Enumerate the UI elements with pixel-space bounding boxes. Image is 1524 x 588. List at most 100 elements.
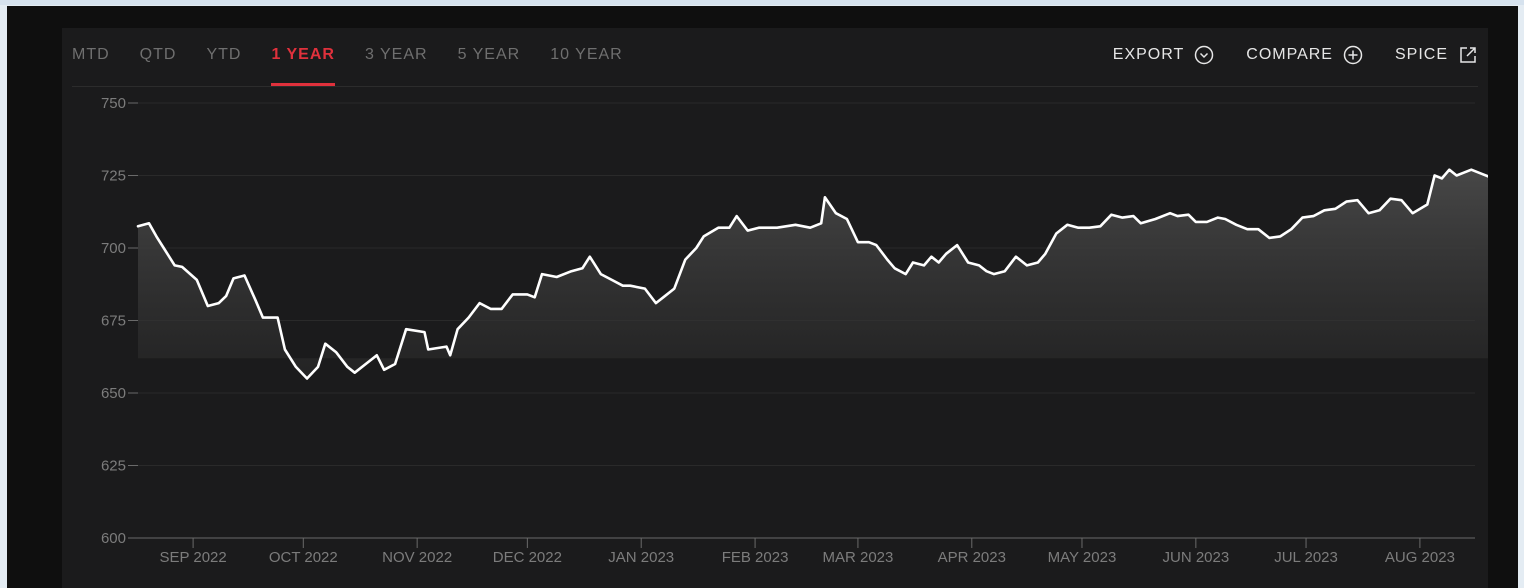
data-point	[893, 266, 897, 270]
data-point	[643, 287, 647, 291]
data-point	[540, 272, 544, 276]
data-point	[375, 353, 379, 357]
data-point	[1025, 263, 1029, 267]
data-point	[180, 265, 184, 269]
top-strip	[0, 0, 1524, 5]
data-point	[367, 359, 371, 363]
data-point	[1356, 198, 1360, 202]
data-point	[276, 316, 280, 320]
data-point	[628, 284, 632, 288]
data-point	[1433, 174, 1437, 178]
data-point	[1043, 252, 1047, 256]
data-point	[1216, 216, 1220, 220]
data-point	[694, 246, 698, 250]
tab-10-year[interactable]: 10 YEAR	[550, 46, 623, 63]
data-point	[610, 278, 614, 282]
data-point	[1245, 227, 1249, 231]
data-point	[867, 240, 871, 244]
chevron-down-circle-icon	[1194, 45, 1214, 65]
export-button[interactable]: EXPORT	[1113, 45, 1215, 65]
spice-link[interactable]: SPICE	[1395, 45, 1478, 65]
data-point	[555, 275, 559, 279]
data-point	[404, 327, 408, 331]
data-point	[1014, 255, 1018, 259]
export-label: EXPORT	[1112, 46, 1185, 63]
area-layer	[138, 169, 1488, 379]
data-point	[1139, 221, 1143, 225]
data-point	[1378, 208, 1382, 212]
data-point	[1176, 214, 1180, 218]
data-point	[1131, 214, 1135, 218]
data-point	[580, 266, 584, 270]
data-point	[661, 295, 665, 299]
data-point	[885, 258, 889, 262]
data-point	[1120, 216, 1124, 220]
data-point	[345, 365, 349, 369]
x-tick-label: JUN 2023	[1162, 549, 1229, 566]
data-point	[922, 263, 926, 267]
data-point	[1036, 261, 1040, 265]
x-tick-label: JAN 2023	[608, 549, 674, 566]
spice-label: SPICE	[1394, 46, 1448, 63]
x-tick-label: AUG 2023	[1385, 549, 1455, 566]
tab-5-year[interactable]: 5 YEAR	[457, 46, 521, 63]
data-point	[1054, 232, 1058, 236]
data-point	[478, 301, 482, 305]
data-point	[232, 276, 236, 280]
data-point	[1344, 200, 1348, 204]
data-point	[746, 229, 750, 233]
tab-1-year[interactable]: 1 YEAR	[271, 46, 335, 86]
data-point	[500, 307, 504, 311]
plus-circle-icon	[1343, 45, 1363, 65]
data-point	[1065, 223, 1069, 227]
data-point	[426, 348, 430, 352]
data-point	[136, 224, 140, 228]
data-point	[525, 292, 529, 296]
data-point	[1223, 217, 1227, 221]
data-point	[757, 226, 761, 230]
price-chart: 600 625 650 675 700 725 750 SEP 2022 OCT 2022 NOV…	[101, 95, 1488, 566]
tab-qtd[interactable]: QTD	[139, 46, 177, 63]
data-point	[569, 269, 573, 273]
data-point	[533, 295, 537, 299]
data-point	[977, 263, 981, 267]
chart-card: MTD QTD YTD 1 YEAR 3 YEAR 5 YEAR 10 YEAR…	[62, 28, 1488, 588]
data-point	[1234, 223, 1238, 227]
data-point	[823, 195, 827, 199]
data-point	[334, 350, 338, 354]
tab-ytd[interactable]: YTD	[206, 46, 242, 63]
data-point	[1462, 171, 1466, 175]
tab-3-year[interactable]: 3 YEAR	[364, 46, 428, 63]
data-point	[1289, 227, 1293, 231]
data-point	[808, 226, 812, 230]
series-area-fill	[138, 169, 1488, 379]
data-point	[966, 261, 970, 265]
data-point	[448, 353, 452, 357]
tab-mtd[interactable]: MTD	[72, 46, 110, 63]
data-point	[716, 226, 720, 230]
data-point	[217, 301, 221, 305]
period-tabs: MTD QTD YTD 1 YEAR 3 YEAR 5 YEAR 10 YEAR	[72, 46, 653, 86]
data-point	[294, 365, 298, 369]
data-point	[654, 301, 658, 305]
x-tick-label: MAY 2023	[1048, 549, 1117, 566]
data-point	[856, 240, 860, 244]
data-point	[834, 211, 838, 215]
data-point	[243, 274, 247, 278]
data-point	[1300, 216, 1304, 220]
chart-actions: EXPORT COMPARE SPICE	[1081, 45, 1478, 65]
compare-button[interactable]: COMPARE	[1246, 45, 1363, 65]
data-point	[1187, 213, 1191, 217]
x-tick-label: FEB 2023	[722, 549, 789, 566]
data-point	[992, 272, 996, 276]
data-point	[911, 261, 915, 265]
data-point	[1003, 269, 1007, 273]
data-point	[1367, 211, 1371, 215]
y-tick-label: 700	[101, 240, 126, 257]
data-point	[382, 368, 386, 372]
data-point	[1076, 226, 1080, 230]
data-point	[1153, 217, 1157, 221]
x-tick-label: OCT 2022	[269, 549, 338, 566]
data-point	[511, 292, 515, 296]
x-tick-label: JUL 2023	[1274, 549, 1338, 566]
